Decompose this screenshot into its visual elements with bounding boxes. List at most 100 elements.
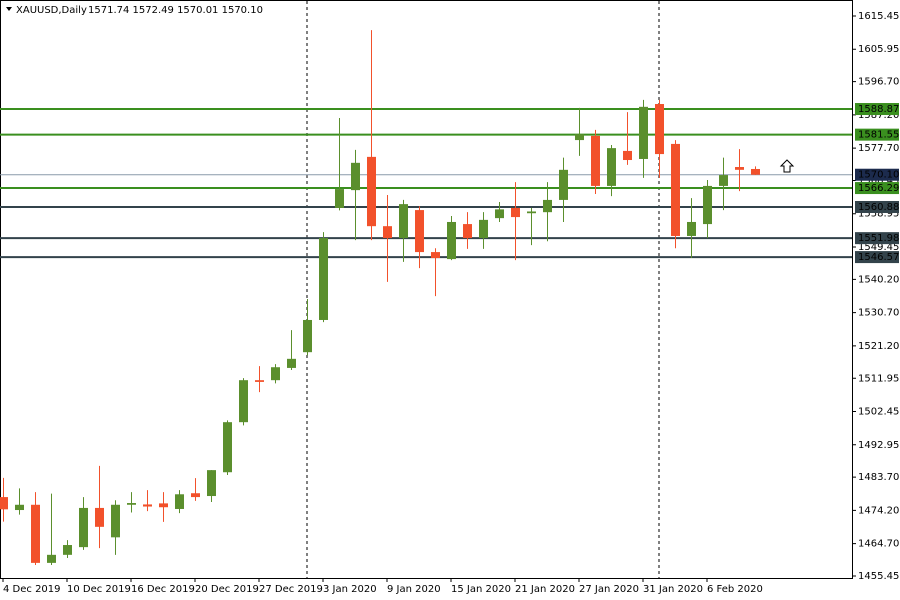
candle-body [479,219,488,239]
candle-body [639,106,648,159]
candle-body [127,503,136,505]
level-label: 1566.29 [858,183,899,194]
x-tick-label: 10 Dec 2019 [67,584,131,595]
y-tick-label: 1492.95 [858,440,899,451]
candle-body [463,224,472,239]
candle-body [63,545,72,555]
x-tick-label: 15 Jan 2020 [451,584,511,595]
candle-body [95,507,104,527]
candle-body [31,504,40,563]
candle-body [431,252,440,259]
y-tick-label: 1587.20 [858,110,899,121]
candle-body [319,238,328,320]
candle-body [175,494,184,509]
candle-body [383,226,392,239]
candle-body [191,493,200,498]
level-label: 1581.55 [858,130,899,141]
x-tick-label: 3 Jan 2020 [323,584,377,595]
current-price-label-bg [855,168,899,181]
level-label-bg [855,232,899,245]
candle-body [447,221,456,260]
candle-body [575,134,584,141]
candle-body [735,167,744,170]
y-tick-label: 1540.20 [858,274,899,285]
candle-body [207,470,216,497]
level-label: 1546.57 [858,252,899,263]
candle-body [335,189,344,208]
candle-body [495,209,504,219]
plot-frame [0,0,853,579]
candle-body [671,143,680,236]
x-tick-label: 9 Jan 2020 [387,584,441,595]
candle-body [591,135,600,186]
candle-body [15,504,24,511]
y-tick-label: 1568.45 [858,175,899,186]
candle-body [287,358,296,368]
candle-body [655,104,664,155]
y-tick-label: 1530.70 [858,308,899,319]
candle-body [255,380,264,382]
level-label-bg [855,251,899,264]
buy-arrow-icon[interactable] [779,159,795,173]
candle-body [751,168,760,175]
chart-title: XAUUSD,Daily [16,5,87,16]
candle-body [111,504,120,538]
candle-body [703,185,712,225]
candle-body [623,150,632,161]
y-tick-label: 1549.45 [858,242,899,253]
candle-body [0,497,8,510]
level-label-bg [855,103,899,116]
x-tick-label: 20 Dec 2019 [195,584,259,595]
y-tick-label: 1615.45 [858,11,899,22]
candle-body [559,169,568,200]
x-tick-label: 27 Dec 2019 [259,584,323,595]
y-tick-label: 1521.20 [858,341,899,352]
x-tick-label: 16 Dec 2019 [131,584,195,595]
level-label: 1560.88 [858,202,899,213]
candle-body [367,156,376,227]
level-label-bg [855,128,899,141]
symbol-menu-icon[interactable] [6,7,12,11]
y-tick-label: 1474.20 [858,505,899,516]
x-tick-label: 27 Jan 2020 [579,584,639,595]
x-tick-label: 21 Jan 2020 [515,584,575,595]
candle-body [511,207,520,218]
candle-body [143,504,152,507]
candle-body [687,221,696,236]
candle-body [223,422,232,473]
current-price-label: 1570.10 [858,170,899,181]
level-label: 1588.87 [858,104,899,115]
y-tick-label: 1511.95 [858,373,899,384]
candle-body [399,204,408,239]
y-tick-label: 1558.95 [858,209,899,220]
candle-body [607,148,616,186]
x-tick-label: 4 Dec 2019 [3,584,61,595]
level-label-bg [855,182,899,195]
level-label-bg [855,200,899,213]
ohlc-readout: 1571.74 1572.49 1570.01 1570.10 [88,5,263,16]
y-tick-label: 1455.45 [858,571,899,582]
candle-body [543,199,552,213]
candle-body [415,210,424,253]
level-label: 1551.98 [858,233,899,244]
y-tick-label: 1605.95 [858,44,899,55]
candle-body [79,507,88,548]
y-tick-label: 1577.70 [858,143,899,154]
candle-body [239,380,248,423]
candle-body [719,175,728,186]
candle-body [159,503,168,508]
candle-body [527,211,536,214]
y-tick-label: 1596.70 [858,77,899,88]
y-tick-label: 1502.45 [858,407,899,418]
y-tick-label: 1464.70 [858,539,899,550]
candle-body [47,554,56,563]
candle-body [351,162,360,191]
y-tick-label: 1483.70 [858,472,899,483]
candle-body [303,319,312,353]
candle-body [271,367,280,381]
x-tick-label: 6 Feb 2020 [707,584,763,595]
x-tick-label: 31 Jan 2020 [643,584,703,595]
